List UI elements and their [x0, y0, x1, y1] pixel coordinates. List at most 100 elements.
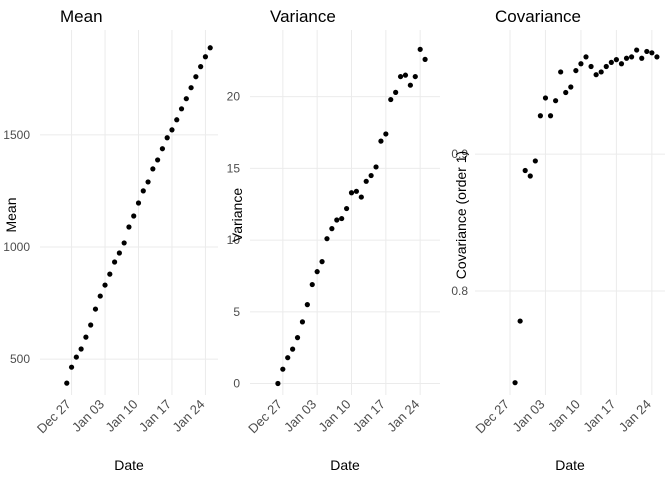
point	[348, 190, 355, 196]
point	[198, 64, 204, 70]
point	[145, 179, 151, 185]
panel-title: Variance	[270, 7, 336, 26]
x-axis-title: Date	[114, 457, 144, 473]
point	[294, 335, 301, 341]
point	[634, 47, 640, 53]
point	[64, 380, 70, 386]
point	[654, 54, 660, 60]
point	[644, 48, 650, 55]
point	[593, 72, 599, 78]
point	[159, 146, 166, 152]
x-tick-label: Jan 03	[509, 397, 547, 435]
point	[174, 117, 180, 123]
point	[353, 188, 360, 194]
x-tick-label: Jan 10	[315, 397, 353, 435]
point	[126, 224, 132, 230]
point	[107, 271, 113, 277]
y-axis-title: Covariance (order 1)	[453, 151, 469, 279]
point	[563, 89, 569, 96]
y-tick-label: 1500	[3, 128, 30, 142]
x-axis-title: Date	[555, 457, 585, 473]
point	[188, 85, 194, 91]
x-tick-label: Jan 24	[169, 397, 207, 435]
point	[618, 61, 625, 67]
point	[639, 55, 645, 61]
point	[547, 113, 554, 119]
y-axis-title: Variance	[229, 188, 245, 242]
point	[207, 45, 213, 51]
x-tick-label: Jan 17	[350, 397, 388, 435]
point	[102, 282, 108, 288]
x-tick-label: Jan 17	[580, 397, 618, 435]
x-tick-label: Dec 27	[245, 397, 285, 437]
y-tick-label: 20	[227, 90, 241, 104]
x-tick-label: Dec 27	[34, 397, 74, 437]
point	[319, 259, 325, 265]
point	[290, 346, 296, 352]
point	[116, 250, 122, 256]
point	[558, 69, 564, 75]
point	[97, 293, 103, 299]
x-tick-label: Jan 03	[281, 397, 319, 435]
point	[285, 355, 291, 361]
point	[412, 73, 418, 80]
point	[588, 63, 594, 70]
point	[623, 55, 630, 61]
point	[150, 166, 156, 172]
point	[363, 178, 369, 184]
point	[568, 84, 574, 90]
point	[280, 366, 286, 372]
point	[537, 113, 544, 119]
point	[573, 67, 579, 74]
panel-title: Covariance	[495, 7, 581, 26]
point	[532, 158, 538, 164]
point	[417, 46, 423, 52]
point	[178, 106, 185, 112]
panel-title: Mean	[60, 7, 103, 26]
point	[92, 306, 99, 312]
y-tick-label: 5	[233, 305, 240, 319]
point	[407, 82, 413, 88]
point	[393, 89, 399, 95]
point	[527, 173, 533, 179]
y-axis-title: Mean	[3, 197, 19, 232]
point	[202, 54, 209, 60]
point	[517, 318, 523, 324]
point	[598, 69, 604, 75]
point	[603, 63, 609, 70]
y-tick-label: 1000	[3, 240, 30, 254]
point	[68, 364, 75, 370]
y-tick-label: 0	[233, 377, 240, 391]
point	[608, 59, 614, 65]
point	[329, 226, 335, 232]
point	[542, 95, 549, 101]
x-tick-label: Jan 17	[136, 397, 174, 435]
x-tick-label: Jan 24	[384, 397, 422, 435]
point	[373, 164, 379, 170]
y-tick-label: 500	[10, 352, 30, 366]
point	[183, 96, 189, 102]
point	[164, 135, 170, 141]
y-tick-label: 15	[227, 161, 241, 175]
point	[629, 54, 635, 60]
point	[88, 322, 94, 328]
point	[522, 167, 528, 174]
point	[388, 96, 394, 103]
point	[649, 50, 655, 56]
point	[111, 259, 118, 265]
point	[193, 74, 199, 80]
point	[339, 215, 345, 222]
point	[78, 346, 84, 352]
x-tick-label: Jan 10	[545, 397, 583, 435]
point	[383, 131, 389, 137]
point	[140, 188, 146, 194]
point	[299, 319, 306, 325]
y-tick-label: 10	[227, 233, 241, 247]
point	[343, 205, 350, 212]
point	[135, 200, 142, 206]
point	[309, 281, 315, 288]
point	[402, 72, 409, 78]
point	[378, 138, 384, 144]
point	[324, 236, 330, 242]
